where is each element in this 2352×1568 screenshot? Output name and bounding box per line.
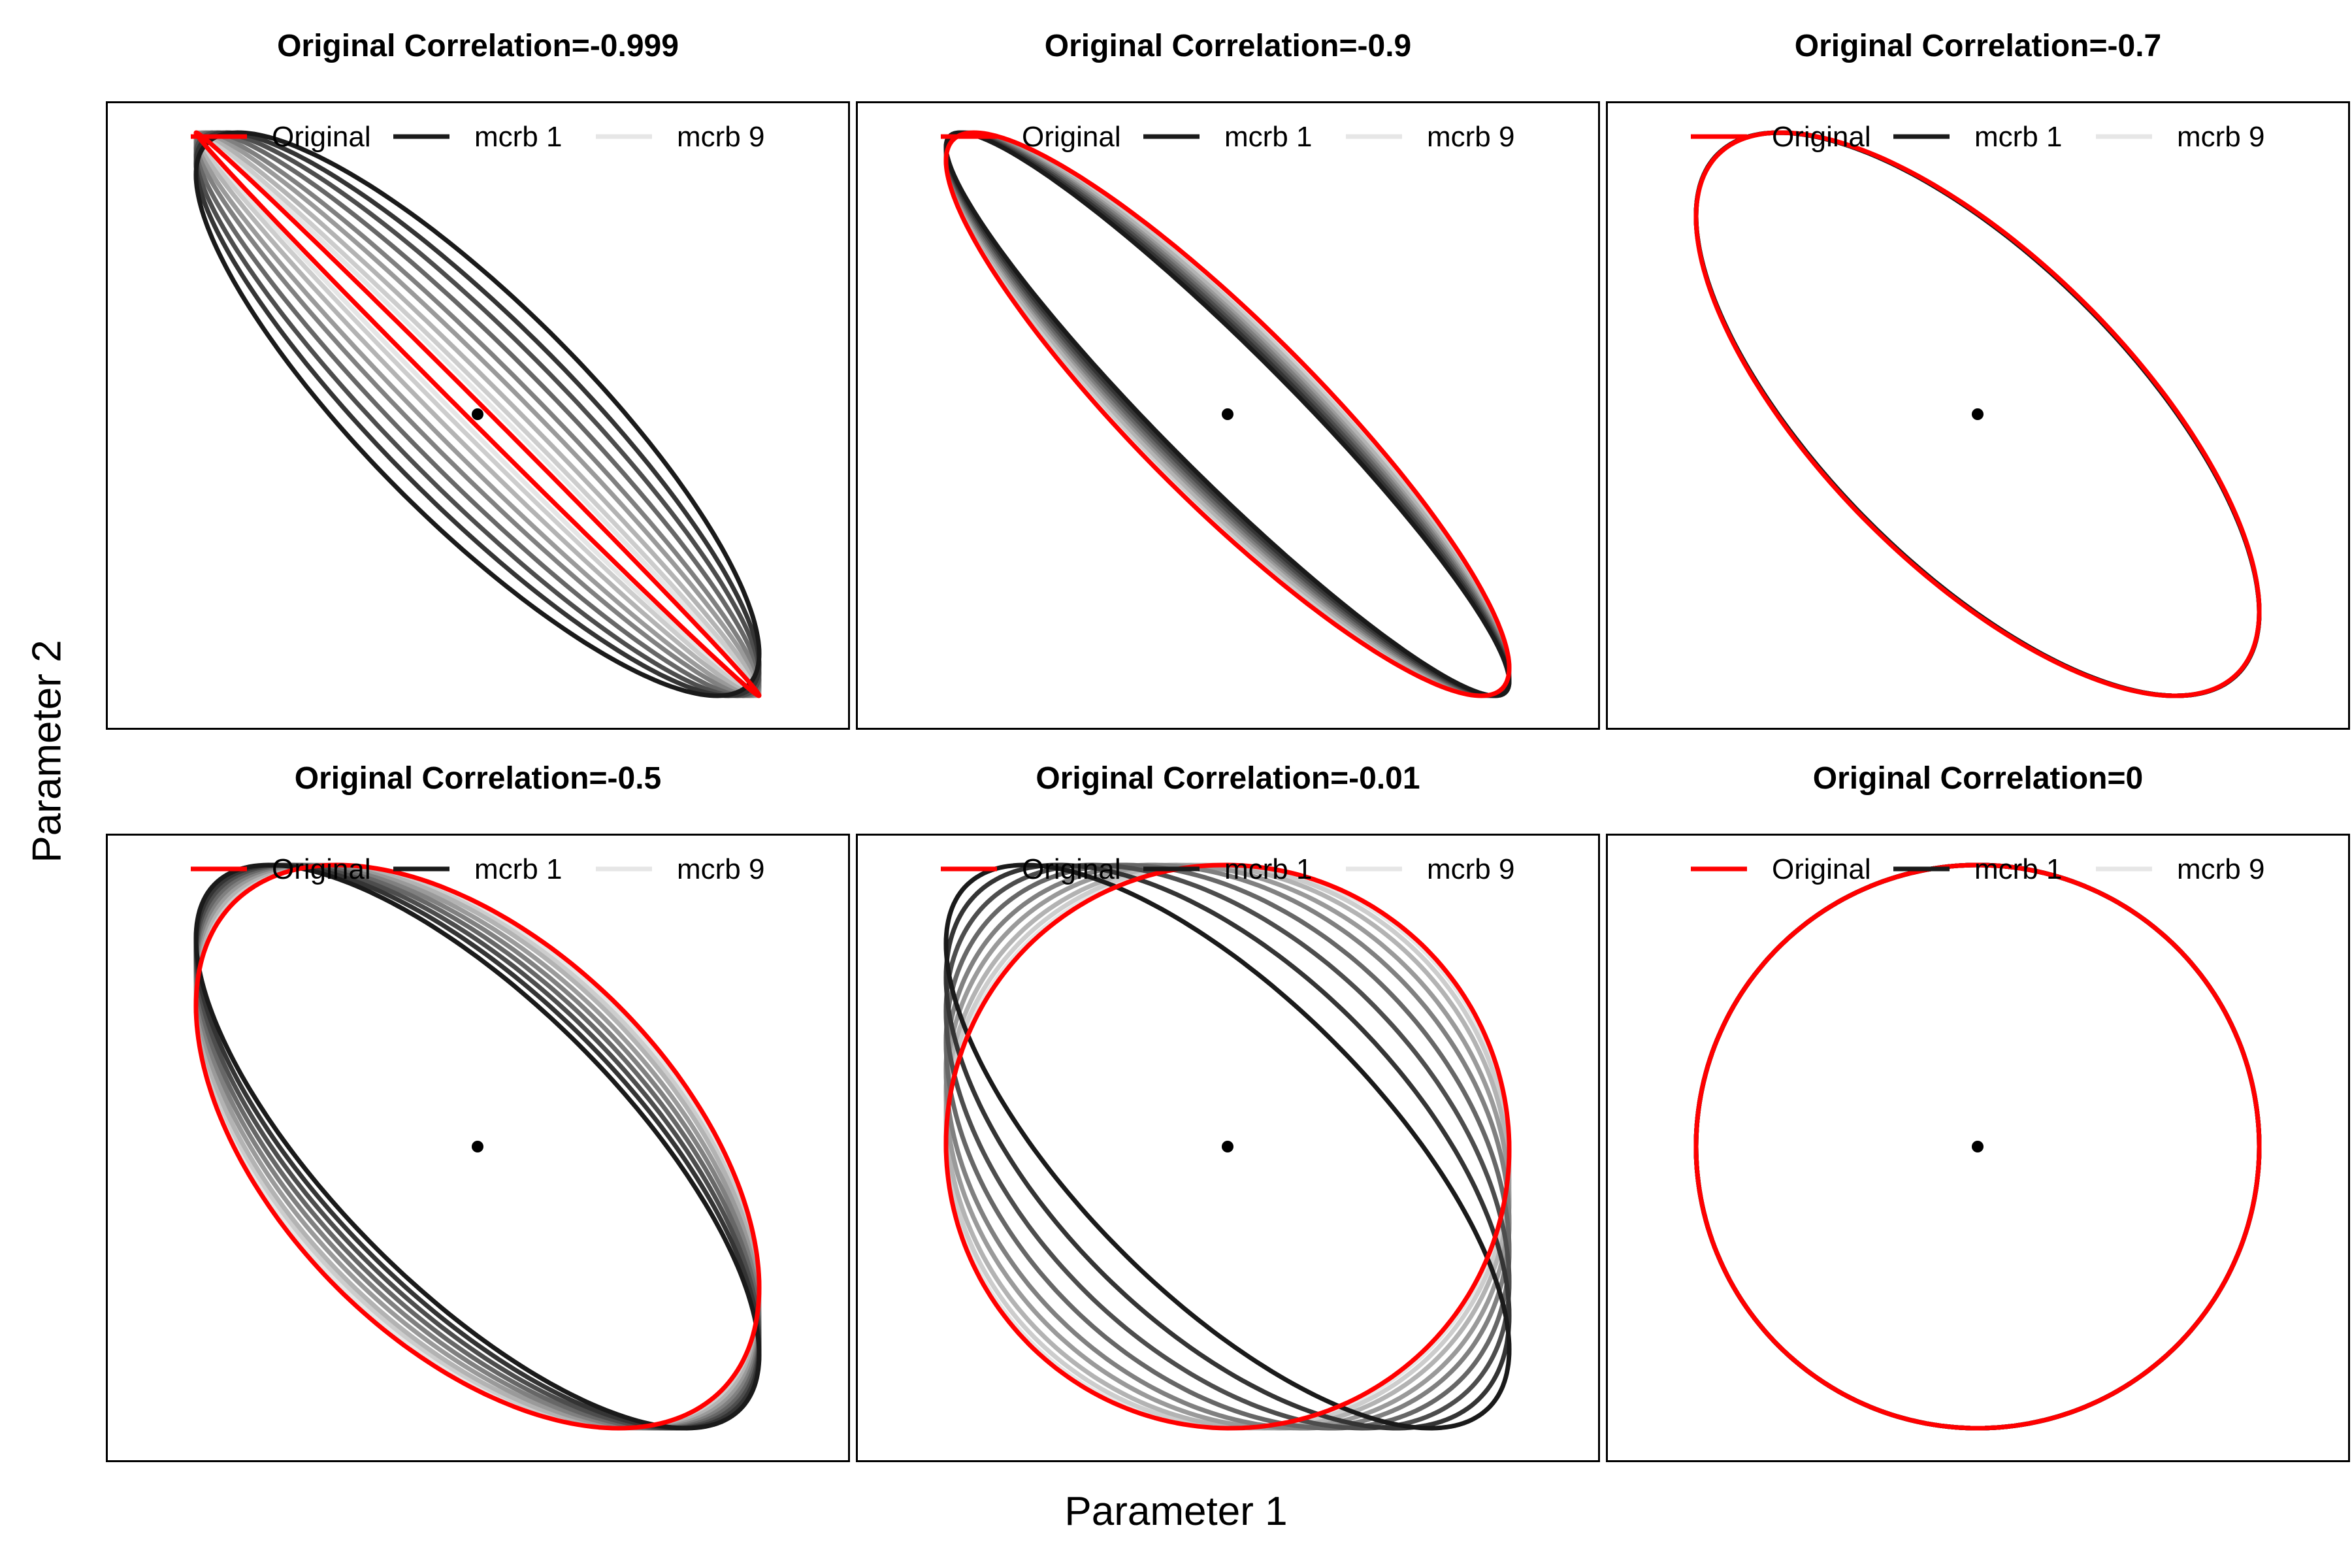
legend-label-2: mcrb 1 [1974,121,2062,153]
legend-label-3: mcrb 9 [1427,853,1514,885]
panel-plot: Original mcrb 1 mcrb 9 [856,834,1600,1462]
mcrb-1-ellipse [193,862,762,1431]
panel-title: Original Correlation=-0.5 [294,761,662,796]
original-ellipse [193,130,762,698]
panel-title: Original Correlation=-0.7 [1794,29,2162,63]
panel-3: Original Correlation=-0.7 Original mcrb 1 m… [1606,29,2350,730]
legend-label-1: Original [1022,853,1121,885]
legend-label-3: mcrb 9 [2177,121,2264,153]
center-point [1972,408,1984,420]
panel-title: Original Correlation=-0.9 [1044,29,1412,63]
legend-label-2: mcrb 1 [474,853,562,885]
legend-label-2: mcrb 1 [1224,853,1312,885]
mcrb-1-ellipse [943,862,1512,1431]
original-ellipse [193,862,762,1431]
legend-label-3: mcrb 9 [2177,853,2264,885]
original-ellipse [1693,130,2262,698]
panel-4: Original Correlation=-0.5 Original mcrb 1 m… [106,761,850,1462]
original-ellipse [1693,862,2262,1431]
center-point [1222,408,1233,420]
legend-label-3: mcrb 9 [1427,121,1514,153]
legend-label-2: mcrb 1 [1224,121,1312,153]
x-axis-title: Parameter 1 [1064,1489,1288,1534]
panel-plot: Original mcrb 1 mcrb 9 [106,101,850,730]
legend-label-3: mcrb 9 [677,853,764,885]
panel-plot: Original mcrb 1 mcrb 9 [1606,834,2350,1462]
panel-5: Original Correlation=-0.01 Original mcrb 1… [856,761,1600,1462]
legend: Original mcrb 1 mcrb 9 [191,853,764,885]
panel-2: Original Correlation=-0.9 Original mcrb 1 m… [856,29,1600,730]
panel-title: Original Correlation=0 [1812,761,2144,796]
legend-label-1: Original [1022,121,1121,153]
panel-plot: Original mcrb 1 mcrb 9 [856,101,1600,730]
mcrb-2-ellipse [943,862,1512,1431]
panel-plot: Original mcrb 1 mcrb 9 [106,834,850,1462]
mcrb-1-ellipse [193,130,762,698]
panel-title: Original Correlation=-0.01 [1036,761,1420,796]
original-ellipse [943,862,1512,1431]
panel-title: Original Correlation=-0.999 [277,29,679,63]
y-axis-title: Parameter 2 [24,640,70,863]
panel-6: Original Correlation=0 Original mcrb 1 mcrb… [1606,761,2350,1462]
legend: Original mcrb 1 mcrb 9 [941,853,1514,885]
legend-label-1: Original [1772,121,1871,153]
center-point [472,408,483,420]
legend: Original mcrb 1 mcrb 9 [191,121,764,153]
center-point [1222,1141,1233,1152]
center-point [1972,1141,1984,1152]
legend-label-3: mcrb 9 [677,121,764,153]
panel-plot: Original mcrb 1 mcrb 9 [1606,101,2350,730]
panel-1: Original Correlation=-0.999 Original mcrb … [106,29,850,730]
legend-label-2: mcrb 1 [1974,853,2062,885]
original-ellipse [943,130,1512,698]
legend: Original mcrb 1 mcrb 9 [941,121,1514,153]
legend: Original mcrb 1 mcrb 9 [1691,121,2264,153]
mcrb-1-ellipse [943,130,1512,698]
legend-label-1: Original [1772,853,1871,885]
legend-label-1: Original [272,121,371,153]
legend-label-2: mcrb 1 [474,121,562,153]
legend: Original mcrb 1 mcrb 9 [1691,853,2264,885]
center-point [472,1141,483,1152]
legend-label-1: Original [272,853,371,885]
